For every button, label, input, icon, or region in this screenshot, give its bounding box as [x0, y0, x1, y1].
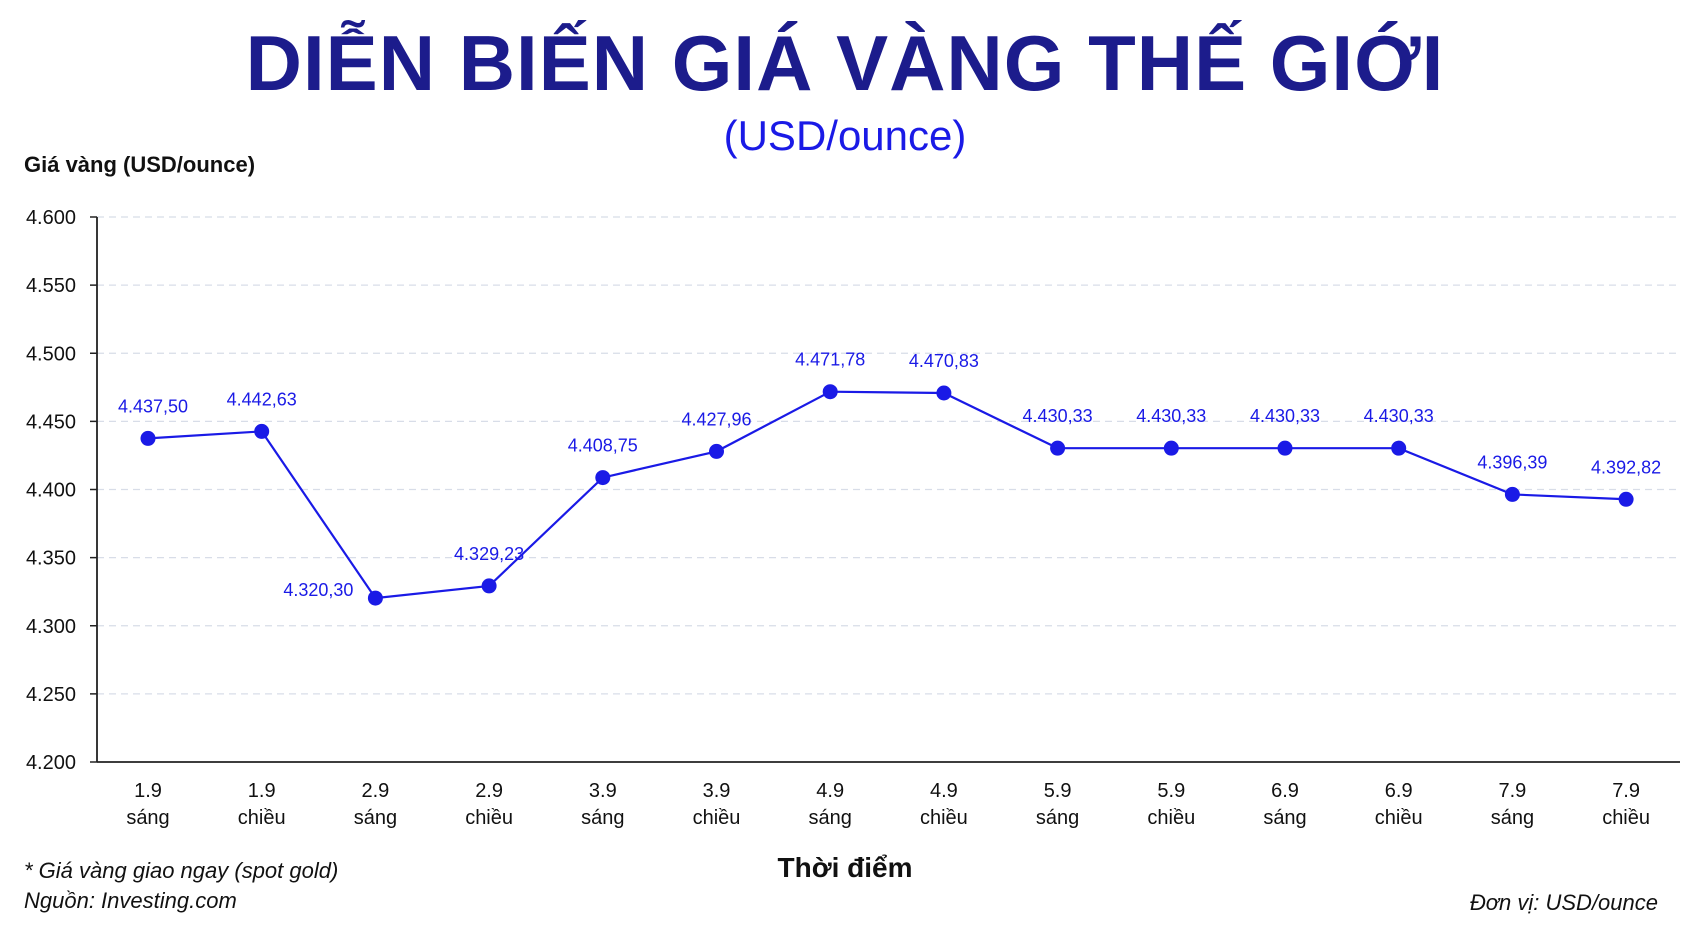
data-label: 4.396,39 [1477, 452, 1547, 472]
data-labels: 4.437,50 4.442,63 4.320,30 4.329,23 4.408,75… [118, 350, 1661, 600]
x-tick-label-session: chiều [1147, 807, 1195, 829]
x-tick-label-session: chiều [693, 807, 741, 829]
data-point [481, 578, 497, 594]
x-tick-label-date: 4.9 [930, 780, 958, 802]
data-label: 4.430,33 [1364, 406, 1434, 426]
data-label: 4.471,78 [795, 350, 865, 370]
data-label: 4.430,33 [1136, 406, 1206, 426]
grid-lines [97, 216, 1680, 695]
x-tick-label-session: chiều [465, 807, 513, 829]
x-tick-label-date: 1.9 [248, 780, 276, 802]
series-polyline [147, 390, 1627, 600]
data-label: 4.320,30 [283, 580, 353, 600]
data-point [254, 423, 270, 439]
x-tick-label-session: sáng [1036, 807, 1079, 829]
data-point [822, 384, 838, 400]
y-tick-label: 4.300 [26, 616, 76, 638]
data-point [1618, 491, 1634, 507]
data-point [367, 590, 383, 606]
x-tick-labels: 1.9 sáng 1.9 chiều 2.9 sáng 2.9 chiều 3.9 sáng 3.9… [126, 780, 1650, 829]
data-points [140, 384, 1634, 606]
x-tick-label-date: 2.9 [361, 780, 389, 802]
x-tick-label-session: chiều [920, 807, 968, 829]
data-label: 4.430,33 [1250, 406, 1320, 426]
data-point [1050, 440, 1066, 456]
source-note: Nguồn: Investing.com [24, 888, 237, 913]
y-axis-label: Giá vàng (USD/ounce) [24, 152, 256, 177]
data-point [1277, 440, 1293, 456]
y-tick-label: 4.550 [26, 275, 76, 297]
x-tick-label-session: chiều [1375, 807, 1423, 829]
x-tick-label-date: 3.9 [703, 780, 731, 802]
x-axis-label: Thời điểm [777, 852, 913, 883]
data-label: 4.430,33 [1023, 406, 1093, 426]
x-tick-label-date: 3.9 [589, 780, 617, 802]
data-point [1504, 486, 1520, 502]
data-point [709, 443, 724, 459]
axes [90, 216, 1680, 763]
x-tick-label-date: 2.9 [475, 780, 503, 802]
x-tick-label-session: sáng [581, 807, 624, 829]
y-tick-label: 4.500 [26, 343, 76, 365]
x-tick-label-date: 6.9 [1385, 780, 1413, 802]
x-tick-label-session: chiều [1602, 807, 1650, 829]
footnote: * Giá vàng giao ngay (spot gold) [24, 858, 339, 883]
x-tick-label-date: 6.9 [1271, 780, 1299, 802]
x-tick-label-date: 7.9 [1498, 780, 1526, 802]
x-tick-label-session: sáng [1491, 807, 1534, 829]
y-tick-label: 4.450 [26, 411, 76, 433]
x-tick-label-date: 5.9 [1044, 780, 1072, 802]
data-label: 4.437,50 [118, 396, 188, 416]
x-tick-label-date: 4.9 [816, 780, 844, 802]
data-point [140, 430, 156, 446]
x-tick-label-session: sáng [354, 807, 397, 829]
data-point [936, 385, 952, 401]
y-tick-label: 4.600 [26, 207, 76, 229]
data-label: 4.392,82 [1591, 457, 1661, 477]
y-tick-label: 4.350 [26, 548, 76, 570]
chart-subtitle: (USD/ounce) [723, 112, 967, 159]
data-point [595, 470, 611, 486]
x-tick-label-session: sáng [126, 807, 169, 829]
series-line [147, 390, 1627, 600]
data-label: 4.442,63 [227, 389, 297, 409]
x-tick-label-date: 1.9 [134, 780, 162, 802]
x-tick-label-date: 7.9 [1612, 780, 1640, 802]
data-label: 4.470,83 [909, 351, 979, 371]
x-tick-label-session: sáng [809, 807, 852, 829]
y-tick-label: 4.250 [26, 684, 76, 706]
data-point [1163, 440, 1179, 456]
x-tick-label-date: 5.9 [1157, 780, 1185, 802]
chart-title: DIỄN BIẾN GIÁ VÀNG THẾ GIỚI [245, 19, 1445, 107]
x-tick-label-session: sáng [1263, 807, 1306, 829]
data-label: 4.408,75 [568, 436, 638, 456]
y-tick-label: 4.200 [26, 752, 76, 774]
y-tick-labels: 4.200 4.250 4.300 4.350 4.400 4.450 4.500 4.550… [26, 207, 76, 774]
data-label: 4.427,96 [681, 409, 751, 429]
data-label: 4.329,23 [454, 544, 524, 564]
unit-note: Đơn vị: USD/ounce [1469, 890, 1658, 915]
data-point [1391, 440, 1407, 456]
y-tick-label: 4.400 [26, 480, 76, 502]
x-tick-label-session: chiều [238, 807, 286, 829]
